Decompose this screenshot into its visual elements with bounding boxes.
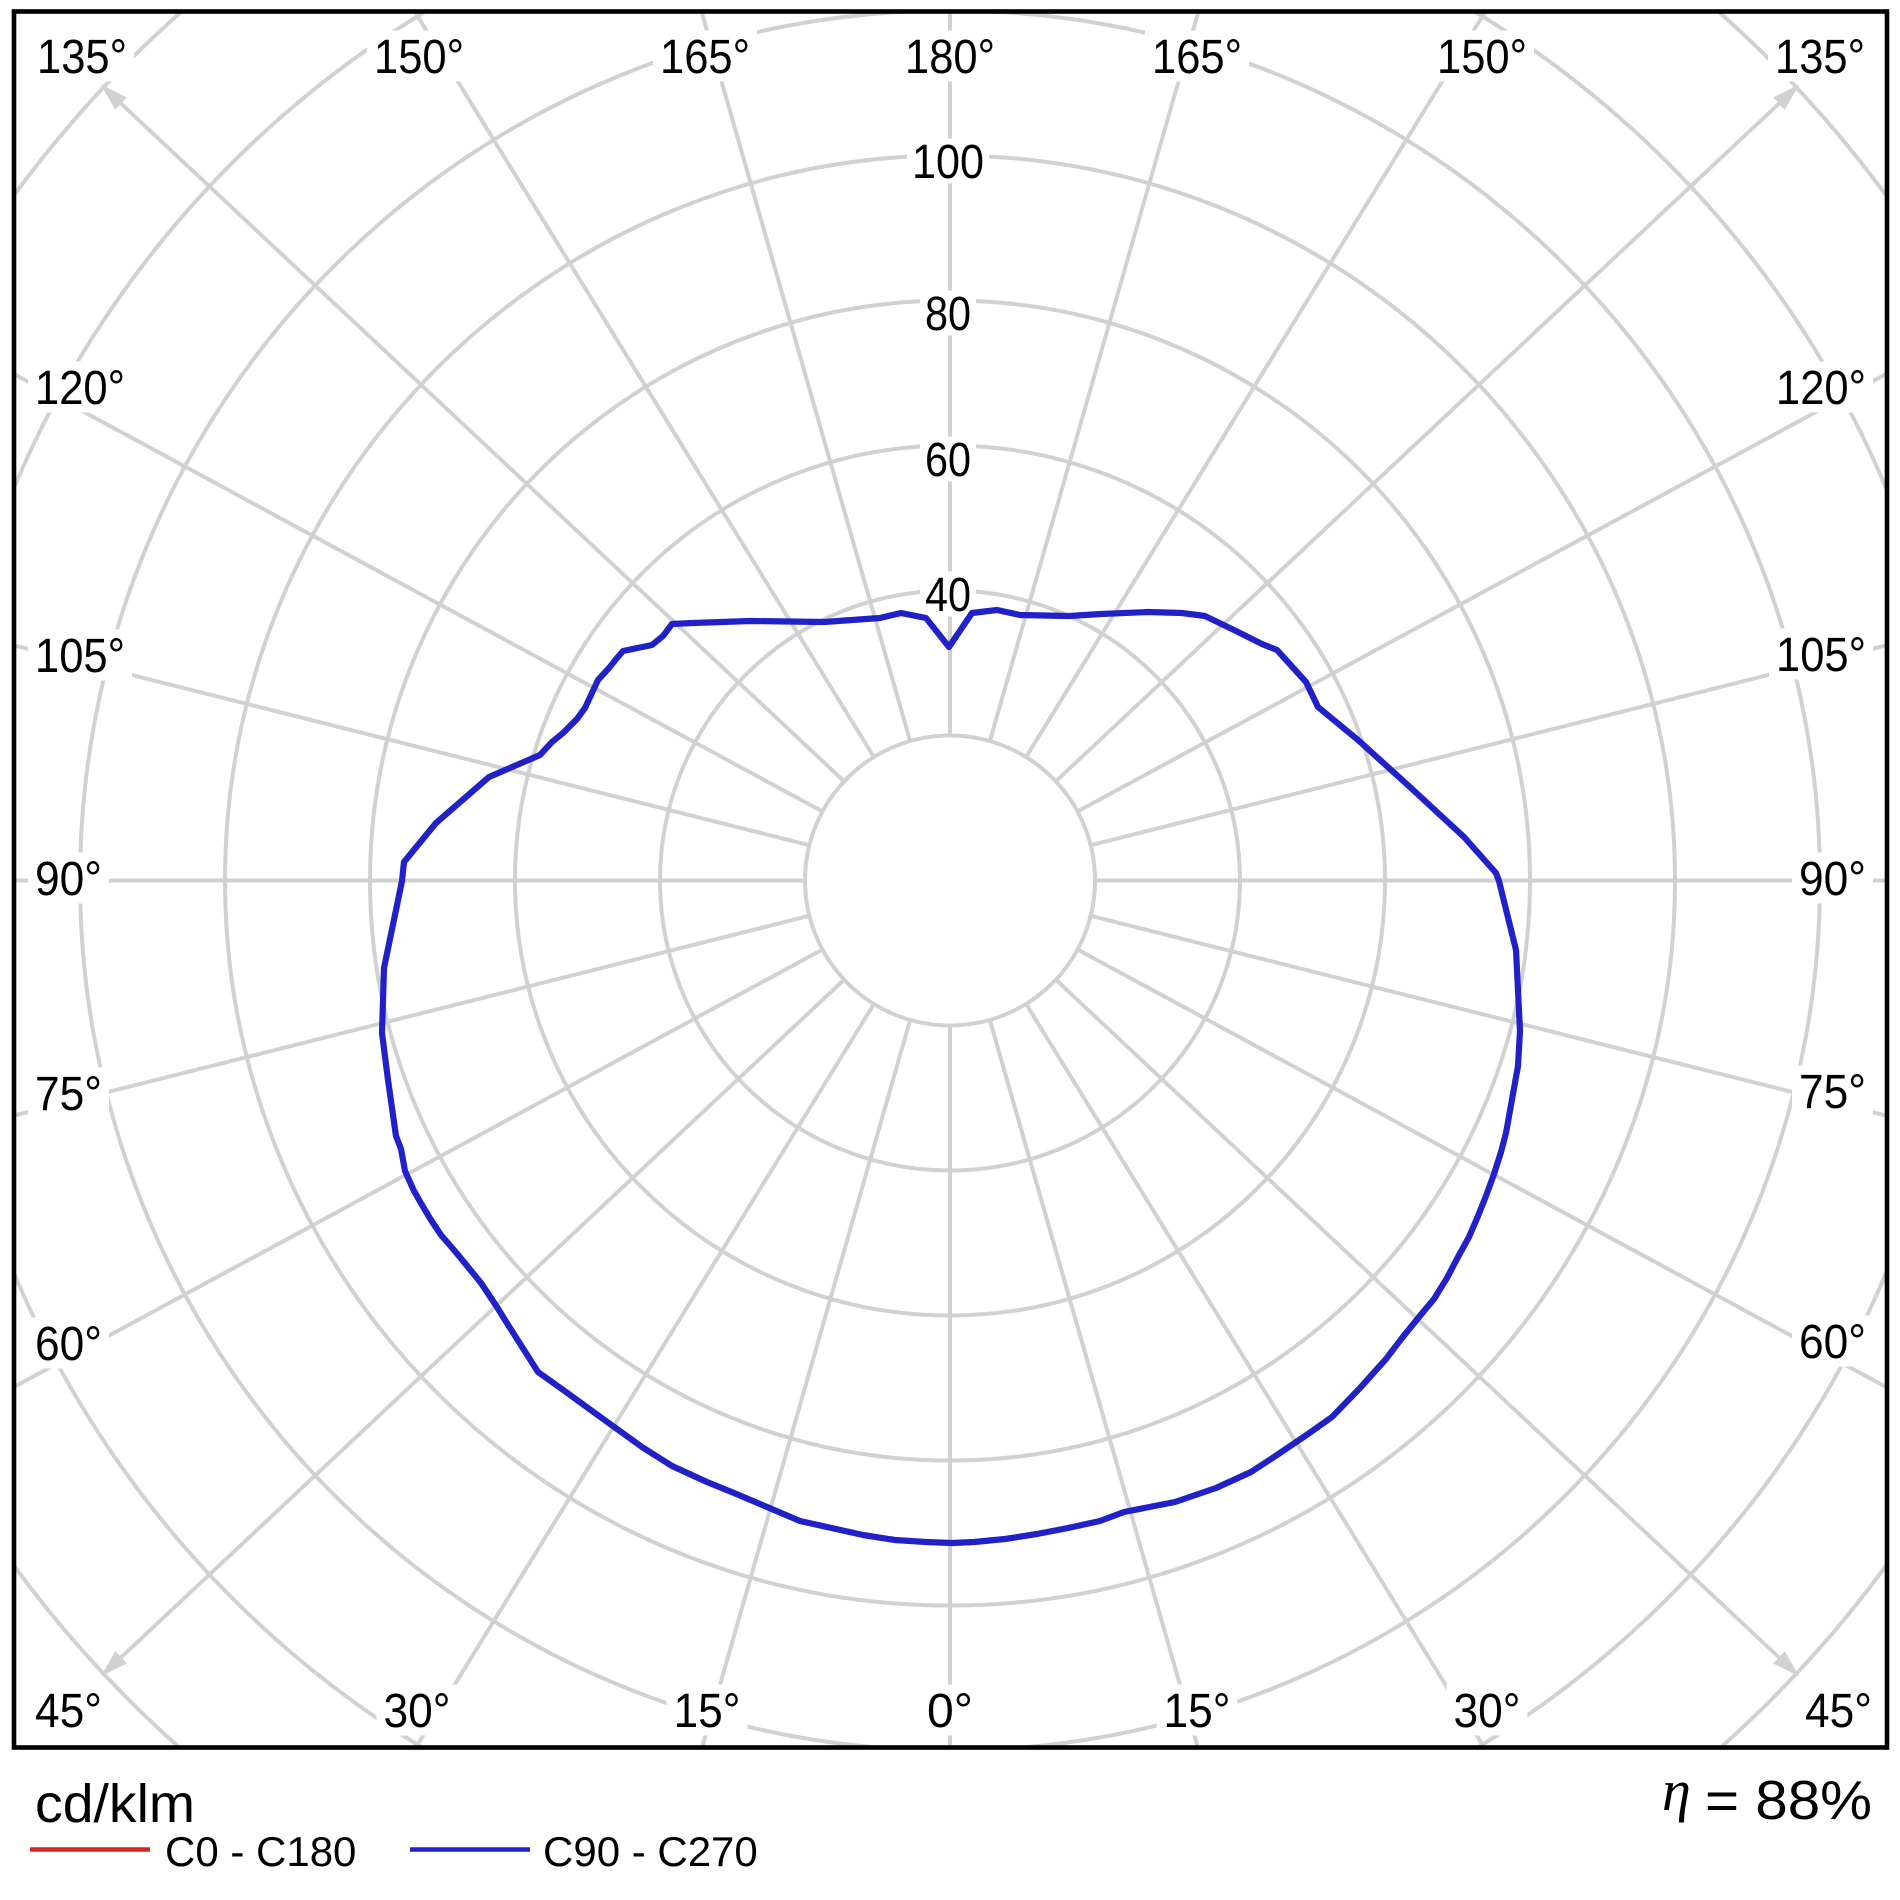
svg-text:60: 60 xyxy=(925,434,971,487)
svg-text:165°: 165° xyxy=(1152,31,1242,84)
svg-text:15°: 15° xyxy=(1164,1685,1231,1738)
svg-text:45°: 45° xyxy=(1805,1685,1872,1738)
svg-text:30°: 30° xyxy=(384,1685,451,1738)
svg-text:120°: 120° xyxy=(1776,362,1866,415)
svg-text:135°: 135° xyxy=(1775,31,1865,84)
svg-text:105°: 105° xyxy=(1776,629,1866,682)
svg-text:75°: 75° xyxy=(1799,1066,1866,1119)
svg-text:45°: 45° xyxy=(35,1685,102,1738)
svg-text:C90 - C270: C90 - C270 xyxy=(543,1828,758,1875)
svg-text:135°: 135° xyxy=(37,31,127,84)
svg-text:75°: 75° xyxy=(35,1068,102,1121)
svg-text:40: 40 xyxy=(925,569,971,622)
svg-text:30°: 30° xyxy=(1454,1685,1521,1738)
svg-text:100: 100 xyxy=(912,136,984,189)
svg-text:60°: 60° xyxy=(35,1318,102,1371)
svg-text:η: η xyxy=(1662,1758,1691,1823)
svg-text:90°: 90° xyxy=(1799,853,1866,906)
svg-text:150°: 150° xyxy=(374,31,464,84)
svg-text:165°: 165° xyxy=(660,31,750,84)
svg-text:C0 - C180: C0 - C180 xyxy=(165,1828,356,1875)
svg-text:15°: 15° xyxy=(674,1685,741,1738)
svg-text:80: 80 xyxy=(925,288,971,341)
svg-text:180°: 180° xyxy=(905,31,995,84)
svg-text:150°: 150° xyxy=(1437,31,1527,84)
svg-text:cd/klm: cd/klm xyxy=(35,1774,195,1834)
svg-text:0°: 0° xyxy=(927,1685,973,1738)
svg-text:60°: 60° xyxy=(1799,1316,1866,1369)
svg-text:= 88%: = 88% xyxy=(1705,1769,1872,1831)
svg-text:105°: 105° xyxy=(35,630,125,683)
svg-text:120°: 120° xyxy=(35,362,125,415)
svg-text:90°: 90° xyxy=(35,853,102,906)
